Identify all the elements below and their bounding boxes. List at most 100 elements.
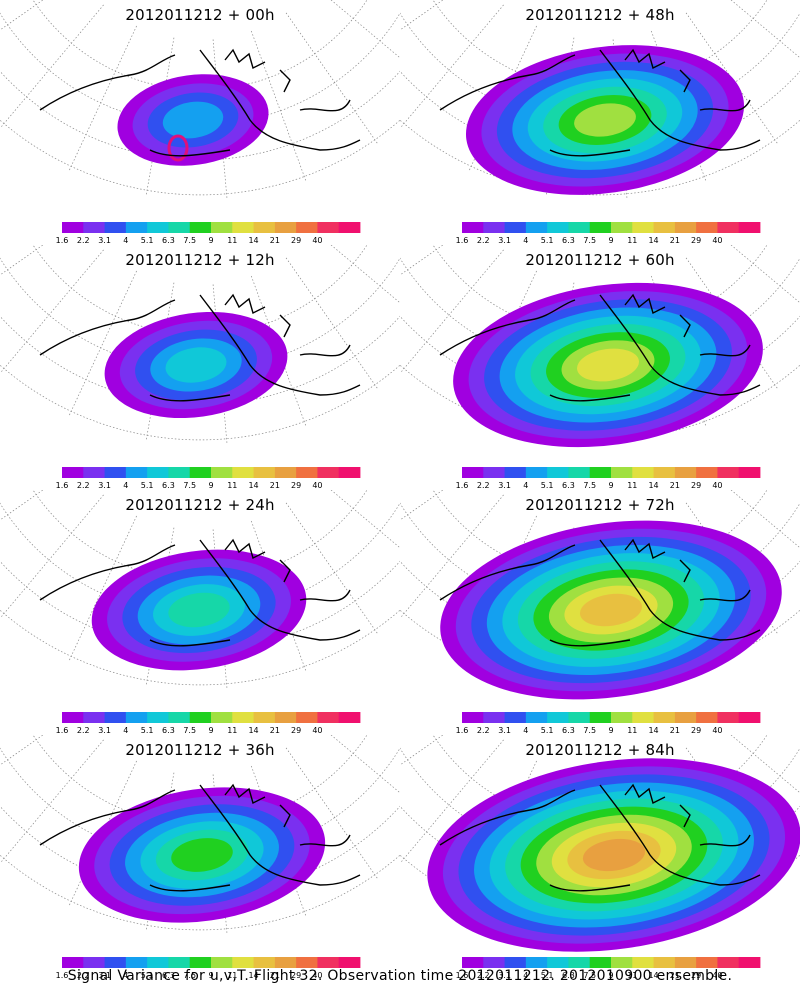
colorbar-swatch [125,957,148,968]
colorbar-swatch [653,712,676,723]
colorbar-swatch [696,712,718,723]
colorbar-swatch [274,957,297,968]
colorbar-swatch [125,222,148,233]
colorbar-tick-label: 5.1 [140,481,154,490]
colorbar-swatch [462,222,484,233]
colorbar-swatch [317,712,340,723]
colorbar-tick-label: 6.3 [162,236,175,245]
variance-map [400,735,800,968]
colorbar-swatch [83,712,105,723]
colorbar-tick-label: 14 [248,481,259,490]
colorbar-tick-label: 4 [523,971,529,980]
colorbar-swatch [717,222,740,233]
colorbar-tick-label: 9 [608,726,614,735]
colorbar-swatch [483,467,505,478]
colorbar-swatch [717,467,740,478]
colorbar-tick-label: 29 [291,971,302,980]
colorbar-swatch [232,712,254,723]
variance-field [78,787,326,923]
variance-contour [582,838,646,872]
coastline [439,538,761,647]
colorbar [462,222,761,233]
colorbar-tick-label: 40 [312,481,323,490]
colorbar-swatch [168,222,191,233]
colorbar-swatch [62,222,84,233]
forecast-panel: 2012011212 + 72h 1.6 2.2 3.1 4 5.1 6.3 7.5 9 11 14… [400,490,800,735]
colorbar-tick-label: 5.1 [540,726,554,735]
colorbar-tick-label: 3.1 [98,726,111,735]
panel-title: 2012011212 + 84h [525,741,675,759]
panel-title: 2012011212 + 60h [525,251,675,269]
colorbar-swatch [696,222,718,233]
colorbar-tick-label: 6.3 [562,726,575,735]
variance-map [0,490,400,723]
colorbar-tick-label: 7.5 [583,481,597,490]
colorbar-swatch [525,467,548,478]
colorbar [462,712,761,723]
colorbar-swatch [296,712,318,723]
colorbar-swatch [274,712,297,723]
colorbar-tick-label: 29 [691,481,702,490]
colorbar-tick-label: 5.1 [140,236,154,245]
colorbar-swatch [83,957,105,968]
colorbar-tick-label: 3.1 [98,481,111,490]
panel-title: 2012011212 + 00h [125,6,275,24]
colorbar-swatch [462,712,484,723]
colorbar-swatch [483,957,505,968]
colorbar-swatch [125,467,148,478]
colorbar-tick-label: 14 [648,726,659,735]
colorbar-tick-label: 3.1 [498,481,511,490]
colorbar-swatch [147,467,169,478]
colorbar-swatch [504,957,527,968]
colorbar-swatch [547,222,569,233]
colorbar-tick-label: 4 [523,726,529,735]
colorbar-tick-label: 2.2 [476,481,490,490]
colorbar-swatch [232,467,254,478]
colorbar-tick-label: 14 [248,236,259,245]
colorbar-tick-label: 1.6 [455,481,469,490]
colorbar-tick-label: 9 [608,236,614,245]
colorbar-tick-label: 5.1 [140,971,154,980]
colorbar-swatch [653,957,676,968]
colorbar [62,222,361,233]
colorbar-swatch [211,712,233,723]
colorbar-tick-label: 6.3 [562,971,575,980]
colorbar-tick-label: 11 [227,236,238,245]
coastline [39,48,361,157]
colorbar-tick-label: 7.5 [583,236,597,245]
colorbar-swatch [104,957,127,968]
variance-field [427,758,800,952]
colorbar [462,467,761,478]
colorbar-swatch [632,467,654,478]
variance-contour [162,101,224,139]
colorbar-tick-label: 1.6 [55,236,69,245]
colorbar-swatch [738,467,761,478]
colorbar-swatch [504,467,527,478]
colorbar-swatch [253,712,276,723]
colorbar-tick-label: 21 [669,971,680,980]
colorbar-swatch [653,467,676,478]
colorbar-swatch [62,957,84,968]
colorbar-swatch [589,957,612,968]
variance-contour [168,592,230,628]
colorbar-tick-label: 4 [123,971,129,980]
variance-map [0,735,400,968]
colorbar-tick-label: 40 [712,481,723,490]
colorbar-swatch [211,957,233,968]
colorbar-swatch [147,222,169,233]
variance-field [104,311,288,419]
colorbar-tick-label: 1.6 [455,726,469,735]
colorbar-tick-label: 2.2 [76,481,90,490]
variance-contour [579,593,643,627]
colorbar [462,957,761,968]
colorbar-swatch [125,712,148,723]
colorbar-swatch [483,712,505,723]
colorbar-swatch [547,957,569,968]
colorbar-tick-label: 40 [312,726,323,735]
colorbar-swatch [738,957,761,968]
colorbar-tick-label: 11 [627,726,638,735]
colorbar-swatch [104,222,127,233]
colorbar-swatch [568,712,591,723]
coastline [39,538,361,647]
colorbar-swatch [189,467,212,478]
